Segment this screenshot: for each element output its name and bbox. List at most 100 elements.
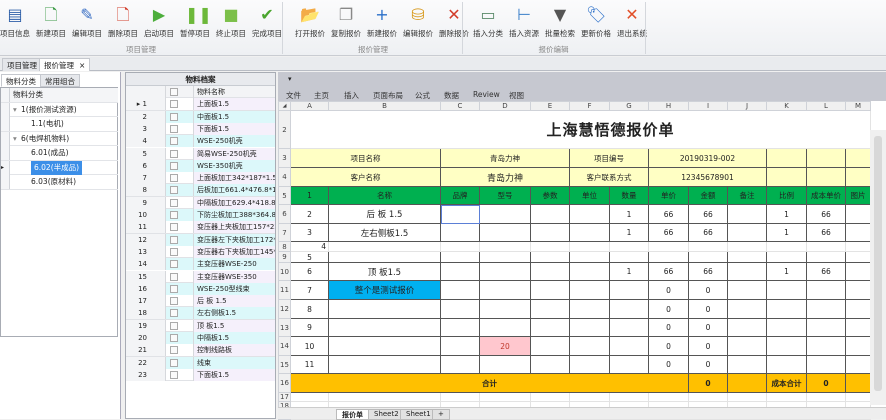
row-checkbox[interactable] <box>170 334 178 342</box>
material-row[interactable]: 16 WSE-250型线束 <box>126 282 275 296</box>
cell[interactable]: 4 <box>290 241 329 252</box>
tree-node[interactable]: 1.1(电机) <box>1 117 118 132</box>
play-button[interactable]: ▶ 启动项目 <box>141 3 177 39</box>
cell[interactable] <box>806 148 846 168</box>
cell[interactable] <box>609 241 649 252</box>
cell[interactable] <box>530 241 570 252</box>
column-title[interactable]: 参数 <box>530 186 570 205</box>
cell[interactable] <box>479 299 531 319</box>
cell[interactable] <box>688 251 728 263</box>
cell[interactable]: 7 <box>290 280 329 300</box>
cell[interactable]: 客户联系方式 <box>569 167 649 187</box>
exit-button[interactable]: ✕ 退出系统 <box>614 3 650 39</box>
material-row[interactable]: 15 主变压器WSE-350 <box>126 270 275 283</box>
material-row[interactable]: 22 线束 <box>126 356 275 369</box>
cell[interactable] <box>845 373 871 393</box>
row-checkbox[interactable] <box>170 149 178 158</box>
cell[interactable] <box>440 251 480 263</box>
cell[interactable] <box>845 223 871 242</box>
sheet-tab[interactable]: + <box>432 409 450 420</box>
column-header[interactable]: M <box>845 101 871 111</box>
row-checkbox[interactable] <box>170 211 178 219</box>
cell[interactable]: 66 <box>806 262 846 281</box>
cell[interactable]: 青岛力神 <box>440 148 570 168</box>
cell[interactable] <box>727 223 767 242</box>
row-checkbox[interactable] <box>170 297 178 306</box>
cell[interactable]: 青岛力神 <box>440 167 570 187</box>
row-header[interactable]: 4 <box>278 167 291 187</box>
cell[interactable] <box>727 392 767 402</box>
folder-open-button[interactable]: 📂 打开报价 <box>292 3 328 39</box>
cell[interactable] <box>806 241 846 252</box>
cell[interactable] <box>845 241 871 252</box>
column-header[interactable]: F <box>569 101 610 111</box>
cell[interactable] <box>440 392 480 402</box>
cell[interactable] <box>530 204 570 224</box>
total-label[interactable]: 合计 <box>290 373 689 393</box>
column-header[interactable]: A <box>290 101 329 111</box>
cell[interactable] <box>766 299 807 319</box>
row-checkbox[interactable] <box>170 321 178 330</box>
row-checkbox[interactable] <box>170 346 178 355</box>
cell[interactable]: 1 <box>609 204 649 224</box>
cell[interactable] <box>766 355 807 374</box>
row-checkbox[interactable] <box>170 124 178 133</box>
tab-material-category[interactable]: 物料分类 <box>1 74 41 87</box>
cell[interactable] <box>609 251 649 263</box>
material-row[interactable]: 20 中隔板1.5 <box>126 332 275 345</box>
menu-3[interactable]: 页面布局 <box>373 91 403 100</box>
cell[interactable]: 0 <box>648 299 689 319</box>
cell[interactable] <box>530 318 570 337</box>
cell[interactable]: 66 <box>806 223 846 242</box>
menu-7[interactable]: 视图 <box>509 91 524 100</box>
cell[interactable] <box>806 336 846 356</box>
database-edit-button[interactable]: ⛁ 编辑报价 <box>400 3 436 39</box>
material-row[interactable]: 19 顶 板1.5 <box>126 319 275 332</box>
row-header[interactable]: 2 <box>278 110 291 149</box>
row-checkbox[interactable] <box>170 272 178 281</box>
cell[interactable] <box>609 280 649 300</box>
column-title[interactable]: 品牌 <box>440 186 480 205</box>
cell[interactable] <box>569 392 610 402</box>
cell[interactable]: 后 板 1.5 <box>328 204 441 224</box>
cell[interactable]: 1 <box>766 223 807 242</box>
cell[interactable] <box>328 251 441 263</box>
cell[interactable] <box>569 280 610 300</box>
cell[interactable]: 20190319-002 <box>648 148 767 168</box>
cell[interactable] <box>609 392 649 402</box>
row-checkbox[interactable] <box>170 100 178 109</box>
sheet-tab[interactable]: 报价单 <box>336 409 369 420</box>
cell[interactable] <box>569 204 610 224</box>
cell[interactable] <box>440 299 480 319</box>
cell[interactable]: 1 <box>766 262 807 281</box>
material-row[interactable]: 9 中隔板加工629.4*418.8* <box>126 196 275 209</box>
cell[interactable] <box>727 355 767 374</box>
pause-button[interactable]: ❚❚ 暂停项目 <box>177 3 213 39</box>
cell[interactable] <box>766 318 807 337</box>
cell[interactable] <box>530 223 570 242</box>
column-title[interactable]: 单位 <box>569 186 610 205</box>
column-header[interactable]: C <box>440 101 480 111</box>
cell[interactable]: 0 <box>648 336 689 356</box>
cell[interactable] <box>609 355 649 374</box>
cell[interactable] <box>328 299 441 319</box>
cell[interactable] <box>766 392 807 402</box>
select-all-corner[interactable]: ◢ <box>278 101 291 111</box>
row-checkbox[interactable] <box>170 186 178 195</box>
cell[interactable] <box>727 299 767 319</box>
row-checkbox[interactable] <box>170 284 178 293</box>
cell[interactable] <box>806 355 846 374</box>
cell[interactable] <box>479 223 531 242</box>
expand-chevron-icon[interactable]: ▾ <box>13 104 17 114</box>
cell[interactable] <box>727 262 767 281</box>
cell[interactable]: 66 <box>688 204 728 224</box>
tree-node[interactable]: 6.01(成品) <box>1 146 118 161</box>
cell[interactable]: 2 <box>290 204 329 224</box>
row-checkbox[interactable] <box>170 137 178 146</box>
cell[interactable]: 项目编号 <box>569 148 649 168</box>
tree-node[interactable]: ▾ 1(报价测试资源) <box>1 102 118 117</box>
cell[interactable] <box>727 373 767 393</box>
column-title[interactable]: 数量 <box>609 186 649 205</box>
tab-common-combos[interactable]: 常用组合 <box>40 74 80 87</box>
row-checkbox[interactable] <box>170 309 178 318</box>
